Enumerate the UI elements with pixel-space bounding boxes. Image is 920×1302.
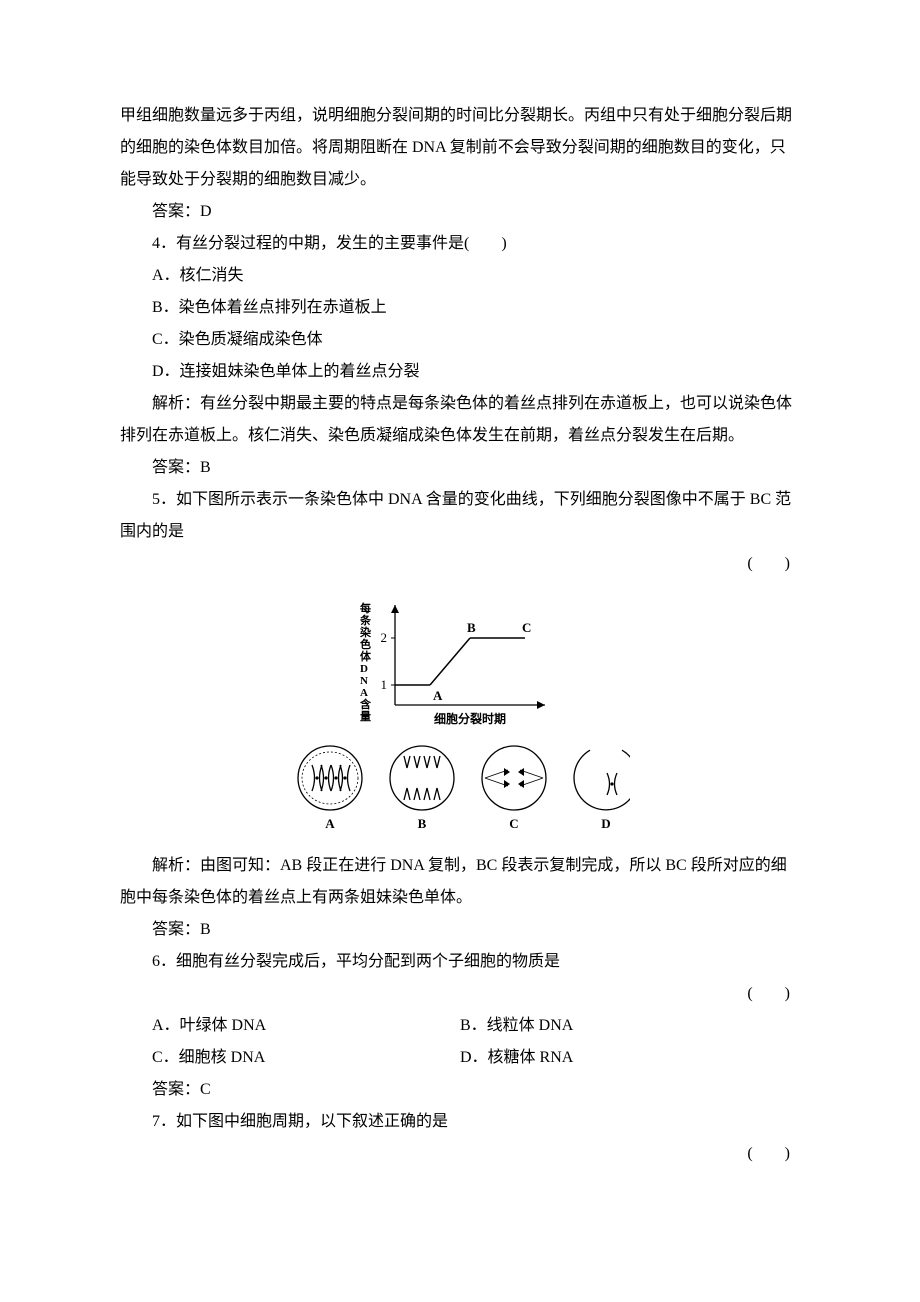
paragraph-continuation: 甲组细胞数量远多于丙组，说明细胞分裂间期的时间比分裂期长。丙组中只有处于细胞分裂… bbox=[120, 100, 800, 196]
svg-text:A: A bbox=[433, 688, 443, 703]
answer-3: 答案：D bbox=[120, 196, 800, 228]
svg-text:C: C bbox=[509, 816, 518, 831]
q6-option-c: C．细胞核 DNA bbox=[120, 1042, 460, 1074]
dna-content-chart: 12ABC每条染色体DNA含量细胞分裂时期 bbox=[350, 590, 570, 730]
cell-division-options: A B C D bbox=[290, 740, 630, 840]
q4-option-c: C．染色质凝缩成染色体 bbox=[120, 324, 800, 356]
q5-cells: A B C D bbox=[120, 740, 800, 840]
q6-paren: ( ) bbox=[120, 978, 800, 1010]
svg-text:B: B bbox=[467, 620, 476, 635]
svg-text:B: B bbox=[418, 816, 427, 831]
q4-stem: 4．有丝分裂过程的中期，发生的主要事件是( ) bbox=[120, 228, 800, 260]
svg-text:C: C bbox=[522, 620, 531, 635]
svg-text:量: 量 bbox=[360, 710, 371, 723]
q7-stem: 7．如下图中细胞周期，以下叙述正确的是 bbox=[120, 1106, 800, 1138]
q4-explanation: 解析：有丝分裂中期最主要的特点是每条染色体的着丝点排列在赤道板上，也可以说染色体… bbox=[120, 388, 800, 452]
q4-option-d: D．连接姐妹染色单体上的着丝点分裂 bbox=[120, 356, 800, 388]
q4-option-a: A．核仁消失 bbox=[120, 260, 800, 292]
svg-text:每: 每 bbox=[360, 601, 371, 615]
q5-stem: 5．如下图所示表示一条染色体中 DNA 含量的变化曲线，下列细胞分裂图像中不属于… bbox=[120, 484, 800, 548]
q5-chart: 12ABC每条染色体DNA含量细胞分裂时期 bbox=[120, 590, 800, 730]
svg-text:2: 2 bbox=[381, 630, 388, 645]
q5-paren: ( ) bbox=[120, 548, 800, 580]
q6-option-a: A．叶绿体 DNA bbox=[120, 1010, 460, 1042]
svg-text:A: A bbox=[325, 816, 335, 831]
svg-text:N: N bbox=[360, 675, 368, 687]
q6-answer: 答案：C bbox=[120, 1074, 800, 1106]
q5-answer: 答案：B bbox=[120, 914, 800, 946]
svg-text:色: 色 bbox=[360, 637, 371, 651]
svg-text:A: A bbox=[360, 687, 368, 699]
svg-text:D: D bbox=[360, 663, 368, 675]
svg-text:含: 含 bbox=[359, 697, 372, 711]
svg-text:体: 体 bbox=[360, 649, 372, 663]
q6-option-b: B．线粒体 DNA bbox=[460, 1010, 800, 1042]
q6-option-d: D．核糖体 RNA bbox=[460, 1042, 800, 1074]
q4-option-b: B．染色体着丝点排列在赤道板上 bbox=[120, 292, 800, 324]
q5-explanation: 解析：由图可知：AB 段正在进行 DNA 复制，BC 段表示复制完成，所以 BC… bbox=[120, 850, 800, 914]
svg-text:细胞分裂时期: 细胞分裂时期 bbox=[434, 711, 506, 726]
svg-text:条: 条 bbox=[359, 613, 372, 627]
svg-text:1: 1 bbox=[381, 677, 388, 692]
q7-paren: ( ) bbox=[120, 1138, 800, 1170]
svg-text:染: 染 bbox=[360, 625, 372, 639]
svg-text:D: D bbox=[601, 816, 610, 831]
q6-stem: 6．细胞有丝分裂完成后，平均分配到两个子细胞的物质是 bbox=[120, 946, 800, 978]
q4-answer: 答案：B bbox=[120, 452, 800, 484]
